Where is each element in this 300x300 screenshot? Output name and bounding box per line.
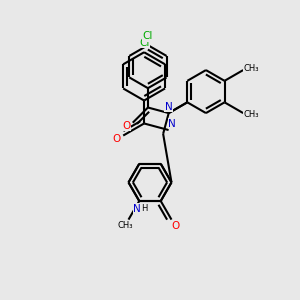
Text: Cl: Cl <box>143 31 153 41</box>
Text: O: O <box>113 134 121 144</box>
Text: H: H <box>141 204 147 213</box>
Text: CH₃: CH₃ <box>243 64 259 73</box>
Text: N: N <box>133 204 141 214</box>
Text: Cl: Cl <box>139 38 149 48</box>
Text: CH₃: CH₃ <box>243 110 259 119</box>
Text: CH₃: CH₃ <box>117 221 133 230</box>
Text: N: N <box>168 119 176 129</box>
Text: O: O <box>122 121 130 131</box>
Text: O: O <box>171 221 179 231</box>
Text: N: N <box>165 102 172 112</box>
